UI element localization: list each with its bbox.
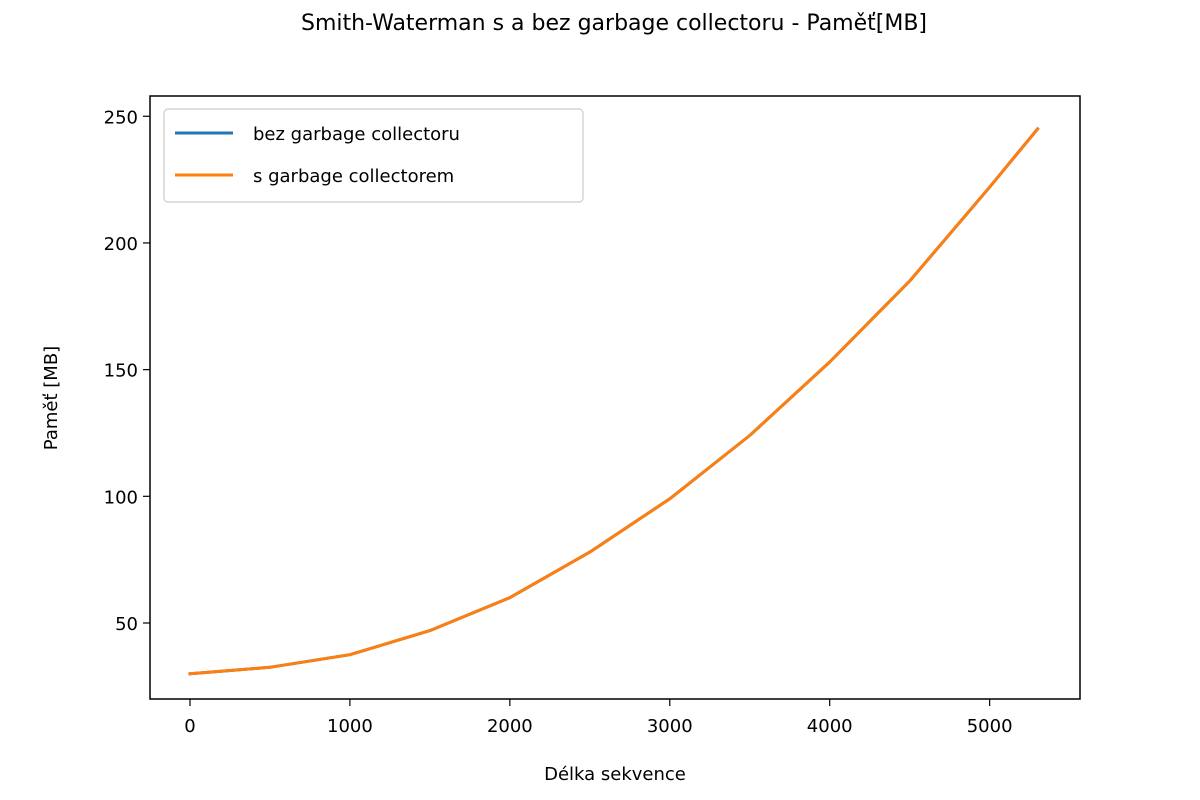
series-line-1 — [188, 126, 1040, 676]
x-axis: 0 1000 2000 3000 4000 5000 — [184, 699, 1013, 737]
x-tick-label: 5000 — [967, 716, 1013, 737]
legend-label-2: s garbage collectorem — [253, 166, 454, 187]
legend-box — [163, 108, 584, 203]
y-axis: 50 100 150 200 250 — [104, 107, 150, 635]
y-tick-label: 250 — [104, 107, 138, 128]
y-axis-label: Paměť [MB] — [41, 346, 62, 450]
x-tick-label: 4000 — [807, 716, 853, 737]
series-line-2 — [188, 126, 1040, 676]
y-tick-label: 150 — [104, 361, 138, 382]
x-axis-label: Délka sekvence — [544, 764, 686, 785]
y-tick-label: 50 — [115, 614, 138, 635]
plot-area — [149, 95, 1081, 700]
plot-frame — [149, 95, 1081, 700]
x-tick-label: 3000 — [647, 716, 693, 737]
chart-title: Smith-Waterman s a bez garbage collector… — [301, 11, 927, 36]
x-tick-label: 0 — [184, 716, 195, 737]
legend: bez garbage collectoru s garbage collecto… — [163, 108, 584, 203]
x-tick-label: 1000 — [327, 716, 373, 737]
series-lines — [188, 126, 1040, 676]
y-tick-label: 100 — [104, 487, 138, 508]
legend-label-1: bez garbage collectoru — [253, 124, 460, 145]
x-tick-label: 2000 — [487, 716, 533, 737]
y-tick-label: 200 — [104, 234, 138, 255]
